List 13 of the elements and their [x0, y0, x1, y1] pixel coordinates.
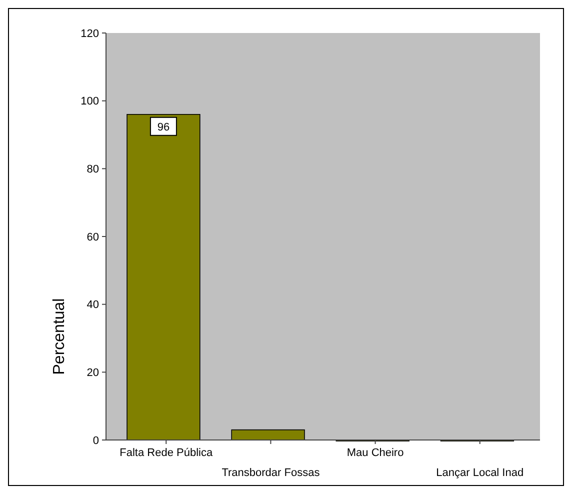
- y-tick-label: 100: [80, 96, 99, 108]
- y-tick-label: 60: [86, 231, 99, 244]
- y-tick-label: 0: [92, 434, 99, 447]
- x-tick-label: Mau Cheiro: [346, 447, 404, 459]
- x-tick-label: Transbordar Fossas: [222, 467, 320, 479]
- x-tick-label: Lançar Local Inad: [436, 467, 524, 479]
- y-tick-label: 120: [80, 28, 99, 40]
- x-tick-label: Falta Rede Pública: [120, 447, 214, 459]
- y-axis-title: Percentual: [51, 298, 68, 375]
- y-tick-label: 40: [86, 299, 99, 312]
- y-tick-label: 20: [86, 367, 99, 380]
- y-tick-label: 80: [86, 164, 99, 176]
- data-label: 96: [157, 121, 170, 134]
